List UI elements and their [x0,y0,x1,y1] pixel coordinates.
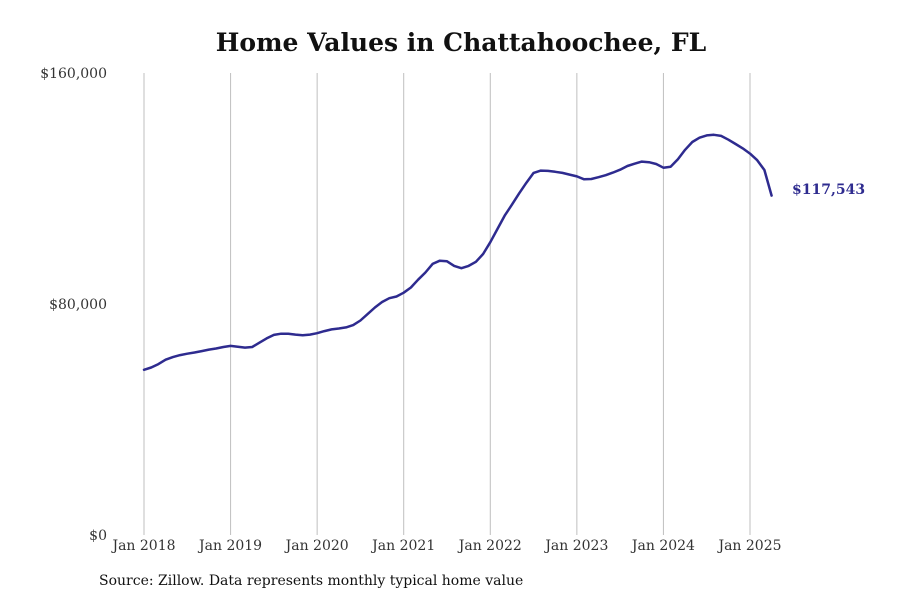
y-axis-ticks: $0 $80,000 $160,000 [40,66,107,544]
x-tick-label: Jan 2020 [284,538,349,554]
x-tick-label: Jan 2021 [370,538,435,554]
series-line [142,133,773,372]
y-tick-label: $160,000 [40,66,107,82]
y-tick-label: $0 [89,528,107,544]
source-note: Source: Zillow. Data represents monthly … [99,573,524,589]
end-value-label: $117,543 [792,182,865,198]
series-group [142,133,773,372]
chart-title: Home Values in Chattahoochee, FL [215,28,707,57]
x-tick-label: Jan 2022 [457,538,522,554]
x-tick-label: Jan 2025 [716,538,781,554]
y-tick-label: $80,000 [49,297,107,313]
x-axis-ticks: Jan 2018 Jan 2019 Jan 2020 Jan 2021 Jan 2022… [110,538,781,554]
x-tick-label: Jan 2018 [110,538,175,554]
x-tick-label: Jan 2019 [197,538,262,554]
x-tick-label: Jan 2024 [630,538,695,554]
gridlines [143,73,751,535]
x-tick-label: Jan 2023 [543,538,608,554]
end-label-group: $117,543 [792,182,865,198]
